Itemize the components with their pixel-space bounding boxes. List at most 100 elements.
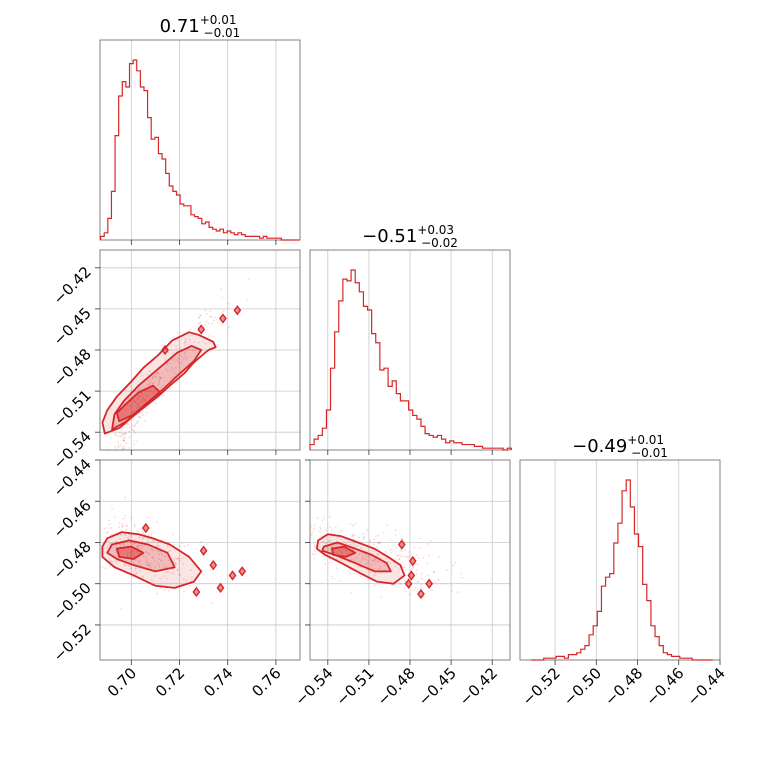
scatter-point <box>311 531 314 534</box>
scatter-point <box>177 573 180 576</box>
scatter-point <box>426 574 429 577</box>
scatter-point <box>133 390 136 393</box>
scatter-point <box>158 380 161 383</box>
scatter-point <box>141 412 144 415</box>
scatter-point <box>116 561 118 564</box>
scatter-point <box>138 406 141 409</box>
scatter-point <box>319 527 322 530</box>
scatter-point <box>313 543 316 546</box>
scatter-point <box>353 573 356 575</box>
scatter-point <box>360 566 362 569</box>
scatter-point <box>366 562 369 565</box>
scatter-point <box>173 368 176 371</box>
scatter-point <box>296 564 298 566</box>
scatter-point <box>133 525 136 528</box>
scatter-point <box>114 465 116 467</box>
contour-island-1-1 <box>199 545 208 556</box>
scatter-point <box>140 400 143 403</box>
scatter-point <box>121 451 123 453</box>
scatter-point <box>104 463 106 465</box>
scatter-point <box>357 565 360 568</box>
scatter-point <box>91 502 93 504</box>
scatter-point <box>159 376 162 379</box>
scatter-point <box>403 566 406 569</box>
scatter-point <box>150 535 153 538</box>
scatter-point <box>131 428 134 430</box>
scatter-point <box>290 547 292 549</box>
scatter-point <box>144 556 147 559</box>
scatter-point <box>377 534 379 537</box>
scatter-point <box>135 571 137 574</box>
scatter-point <box>407 555 409 558</box>
scatter-point <box>131 549 134 552</box>
scatter-point <box>141 530 144 533</box>
scatter-point <box>415 573 418 575</box>
scatter-point <box>146 394 149 397</box>
scatter-point <box>416 563 419 566</box>
scatter-point <box>140 392 143 394</box>
contour-island-2-2 <box>407 570 416 581</box>
scatter-point <box>142 398 145 401</box>
contour-island-2-5 <box>417 588 425 600</box>
param-title-2: −0.49+0.01 −0.01 <box>572 433 668 460</box>
scatter-point <box>97 534 99 536</box>
scatter-point <box>153 531 156 534</box>
scatter-point <box>143 398 146 401</box>
scatter-point <box>91 519 93 521</box>
scatter-point <box>395 554 398 557</box>
scatter-point <box>122 544 125 546</box>
scatter-point <box>398 558 401 561</box>
scatter-point <box>117 444 120 446</box>
scatter-point <box>94 474 96 476</box>
xtick-label-1-0: −0.54 <box>291 664 336 709</box>
scatter-point <box>150 562 152 565</box>
scatter-point <box>298 521 300 523</box>
scatter-point <box>126 554 129 557</box>
scatter-point <box>161 384 164 387</box>
scatter-point <box>108 467 110 469</box>
scatter-point <box>415 569 418 572</box>
scatter-point <box>172 573 175 576</box>
scatter-point <box>157 372 159 375</box>
scatter-point <box>121 525 124 528</box>
scatter-point <box>141 396 144 399</box>
scatter-point <box>166 370 169 372</box>
scatter-point <box>210 602 213 605</box>
scatter-point <box>205 320 208 323</box>
scatter-point <box>394 534 397 536</box>
scatter-point <box>132 560 135 563</box>
scatter-point <box>159 587 162 590</box>
scatter-point <box>289 525 291 527</box>
scatter-point <box>147 564 149 567</box>
scatter-point <box>412 565 415 568</box>
scatter-point <box>305 516 307 518</box>
scatter-point <box>356 544 359 547</box>
scatter-point <box>148 382 151 385</box>
scatter-point <box>136 403 139 406</box>
scatter-point <box>268 507 270 509</box>
scatter-point <box>174 372 177 375</box>
scatter-point <box>94 558 96 560</box>
scatter-point <box>188 584 191 587</box>
scatter-point <box>139 570 142 573</box>
scatter-point <box>119 537 122 540</box>
scatter-point <box>143 419 146 422</box>
scatter-point <box>157 564 160 566</box>
scatter-point <box>119 444 122 447</box>
scatter-point <box>93 555 95 557</box>
scatter-point <box>357 536 360 539</box>
scatter-point <box>329 525 332 528</box>
contour-outer-1 <box>101 531 203 589</box>
scatter-point <box>147 533 150 536</box>
scatter-point <box>142 537 144 540</box>
scatter-point <box>378 553 380 556</box>
contour-island-1-4 <box>216 582 225 594</box>
scatter-point <box>164 556 166 558</box>
scatter-point <box>292 563 294 565</box>
scatter-point <box>407 577 410 580</box>
scatter-point <box>404 590 407 593</box>
scatter-point <box>138 388 140 391</box>
pair-panel-2 <box>268 459 511 665</box>
scatter-point <box>408 551 411 553</box>
scatter-point <box>181 542 183 545</box>
